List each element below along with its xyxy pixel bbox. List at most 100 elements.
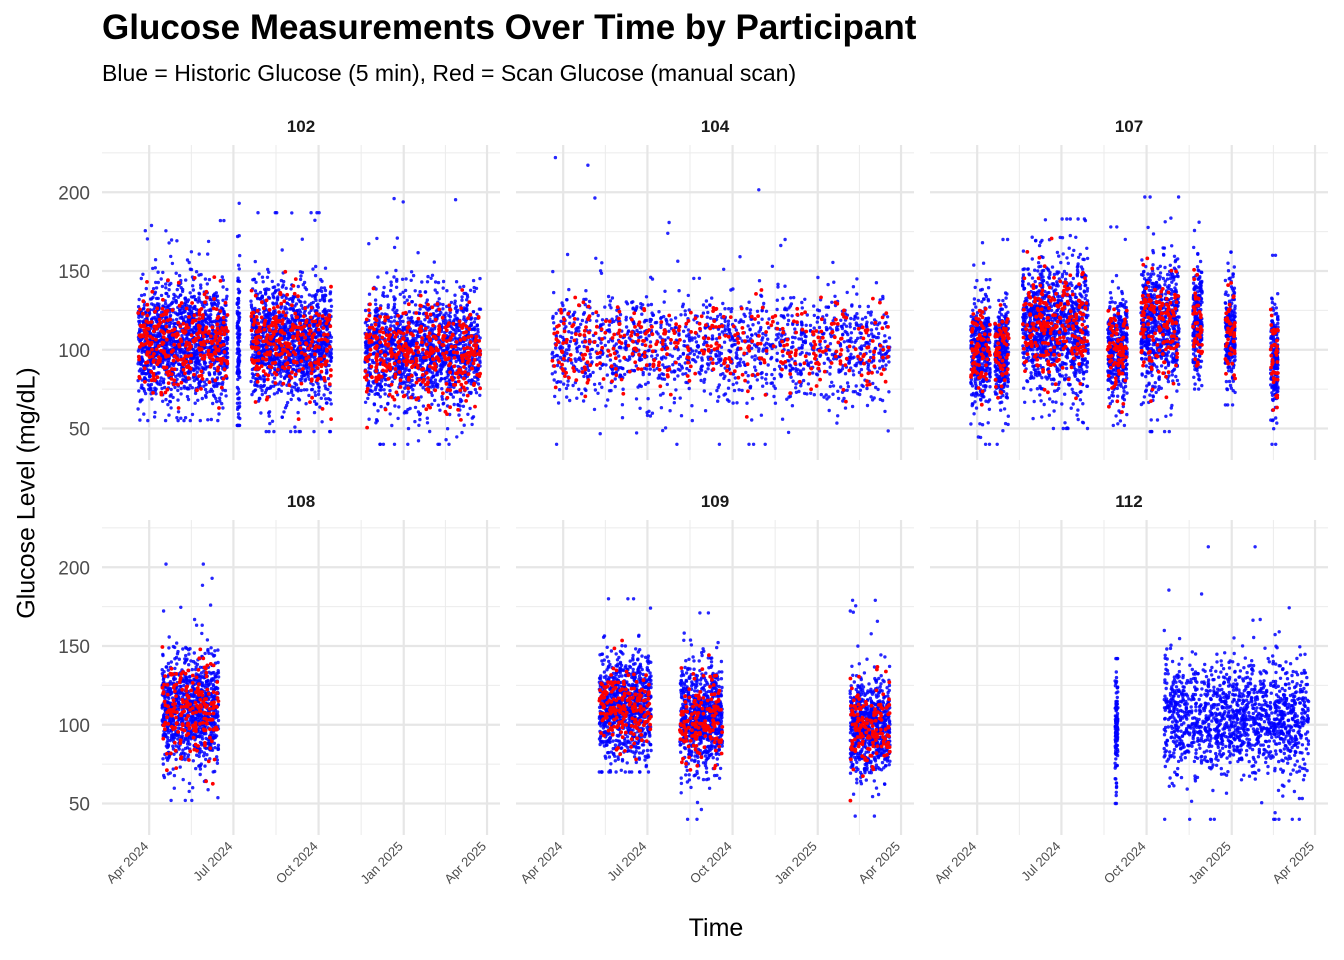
historic-point bbox=[237, 396, 241, 400]
historic-point bbox=[329, 355, 334, 360]
facet-strip-label: 102 bbox=[287, 117, 315, 136]
historic-point bbox=[399, 365, 403, 369]
scan-point bbox=[155, 362, 160, 367]
scan-point bbox=[213, 345, 218, 349]
historic-point bbox=[440, 359, 445, 364]
scan-point bbox=[299, 325, 304, 330]
scan-point bbox=[274, 314, 278, 319]
historic-point bbox=[400, 390, 405, 394]
historic-point bbox=[327, 299, 332, 303]
historic-point bbox=[469, 323, 473, 327]
historic-point bbox=[323, 266, 328, 270]
historic-point bbox=[420, 280, 424, 284]
scan-point bbox=[204, 289, 209, 294]
historic-point bbox=[200, 396, 204, 401]
historic-point bbox=[425, 298, 429, 302]
historic-point bbox=[272, 429, 276, 434]
scan-point bbox=[325, 332, 330, 337]
scan-point bbox=[166, 381, 171, 385]
historic-point bbox=[430, 393, 434, 398]
scan-point bbox=[141, 311, 145, 316]
scan-point bbox=[259, 315, 264, 320]
historic-point bbox=[209, 417, 213, 422]
scan-point bbox=[167, 369, 172, 374]
historic-point bbox=[461, 404, 466, 408]
scan-point bbox=[264, 298, 269, 303]
historic-point bbox=[314, 335, 318, 340]
scan-point bbox=[181, 362, 186, 367]
scan-point bbox=[378, 314, 383, 319]
historic-point bbox=[313, 294, 317, 299]
scan-point bbox=[189, 333, 194, 338]
historic-point bbox=[275, 391, 279, 395]
historic-point bbox=[370, 389, 374, 393]
historic-point bbox=[430, 376, 434, 380]
scan-point bbox=[303, 306, 308, 311]
historic-point bbox=[448, 382, 452, 386]
historic-point bbox=[262, 310, 266, 314]
scan-point bbox=[213, 351, 218, 356]
historic-point bbox=[169, 254, 173, 259]
historic-point bbox=[389, 288, 393, 293]
historic-point bbox=[222, 218, 226, 223]
scan-point bbox=[277, 337, 282, 342]
scan-point bbox=[201, 334, 206, 339]
historic-point bbox=[143, 229, 147, 233]
historic-point bbox=[409, 278, 413, 282]
scan-point bbox=[165, 308, 170, 313]
historic-point bbox=[166, 304, 170, 308]
historic-point bbox=[436, 403, 441, 407]
scan-point bbox=[215, 368, 220, 373]
historic-point bbox=[255, 355, 259, 359]
historic-point bbox=[208, 316, 213, 321]
historic-point bbox=[158, 379, 162, 383]
historic-point bbox=[392, 324, 396, 328]
scan-point bbox=[149, 340, 154, 345]
historic-point bbox=[394, 285, 399, 289]
historic-point bbox=[275, 296, 280, 301]
historic-point bbox=[289, 429, 293, 434]
historic-point bbox=[298, 299, 302, 304]
scan-point bbox=[378, 306, 383, 311]
scan-point bbox=[293, 372, 298, 377]
historic-point bbox=[389, 283, 393, 287]
historic-point bbox=[238, 253, 242, 258]
historic-point bbox=[298, 429, 302, 434]
scan-point bbox=[378, 329, 382, 334]
scan-point bbox=[396, 313, 400, 318]
historic-point bbox=[267, 414, 271, 418]
scan-point bbox=[159, 390, 164, 395]
historic-point bbox=[474, 391, 479, 395]
scan-point bbox=[327, 313, 332, 318]
historic-point bbox=[179, 416, 183, 420]
historic-point bbox=[220, 275, 224, 279]
scan-point bbox=[211, 306, 216, 311]
historic-point bbox=[390, 423, 394, 428]
historic-point bbox=[179, 386, 183, 391]
historic-point bbox=[153, 410, 157, 415]
historic-point bbox=[445, 427, 450, 431]
historic-point bbox=[289, 287, 293, 291]
historic-point bbox=[151, 316, 155, 320]
historic-point bbox=[188, 383, 192, 388]
historic-point bbox=[206, 252, 210, 256]
scan-point bbox=[155, 306, 160, 311]
historic-point bbox=[183, 375, 188, 379]
historic-point bbox=[416, 251, 420, 255]
scan-point bbox=[193, 336, 198, 341]
historic-point bbox=[172, 296, 176, 301]
scan-point bbox=[183, 354, 188, 359]
scan-point bbox=[261, 306, 266, 311]
historic-point bbox=[210, 389, 215, 393]
scan-point bbox=[273, 323, 278, 328]
scan-point bbox=[197, 374, 202, 378]
scan-point bbox=[393, 367, 398, 371]
historic-point bbox=[280, 248, 284, 252]
historic-point bbox=[412, 339, 416, 344]
historic-point bbox=[413, 405, 418, 410]
scan-point bbox=[141, 324, 146, 329]
scan-point bbox=[309, 378, 314, 383]
historic-point bbox=[363, 308, 368, 313]
historic-point bbox=[317, 385, 321, 390]
